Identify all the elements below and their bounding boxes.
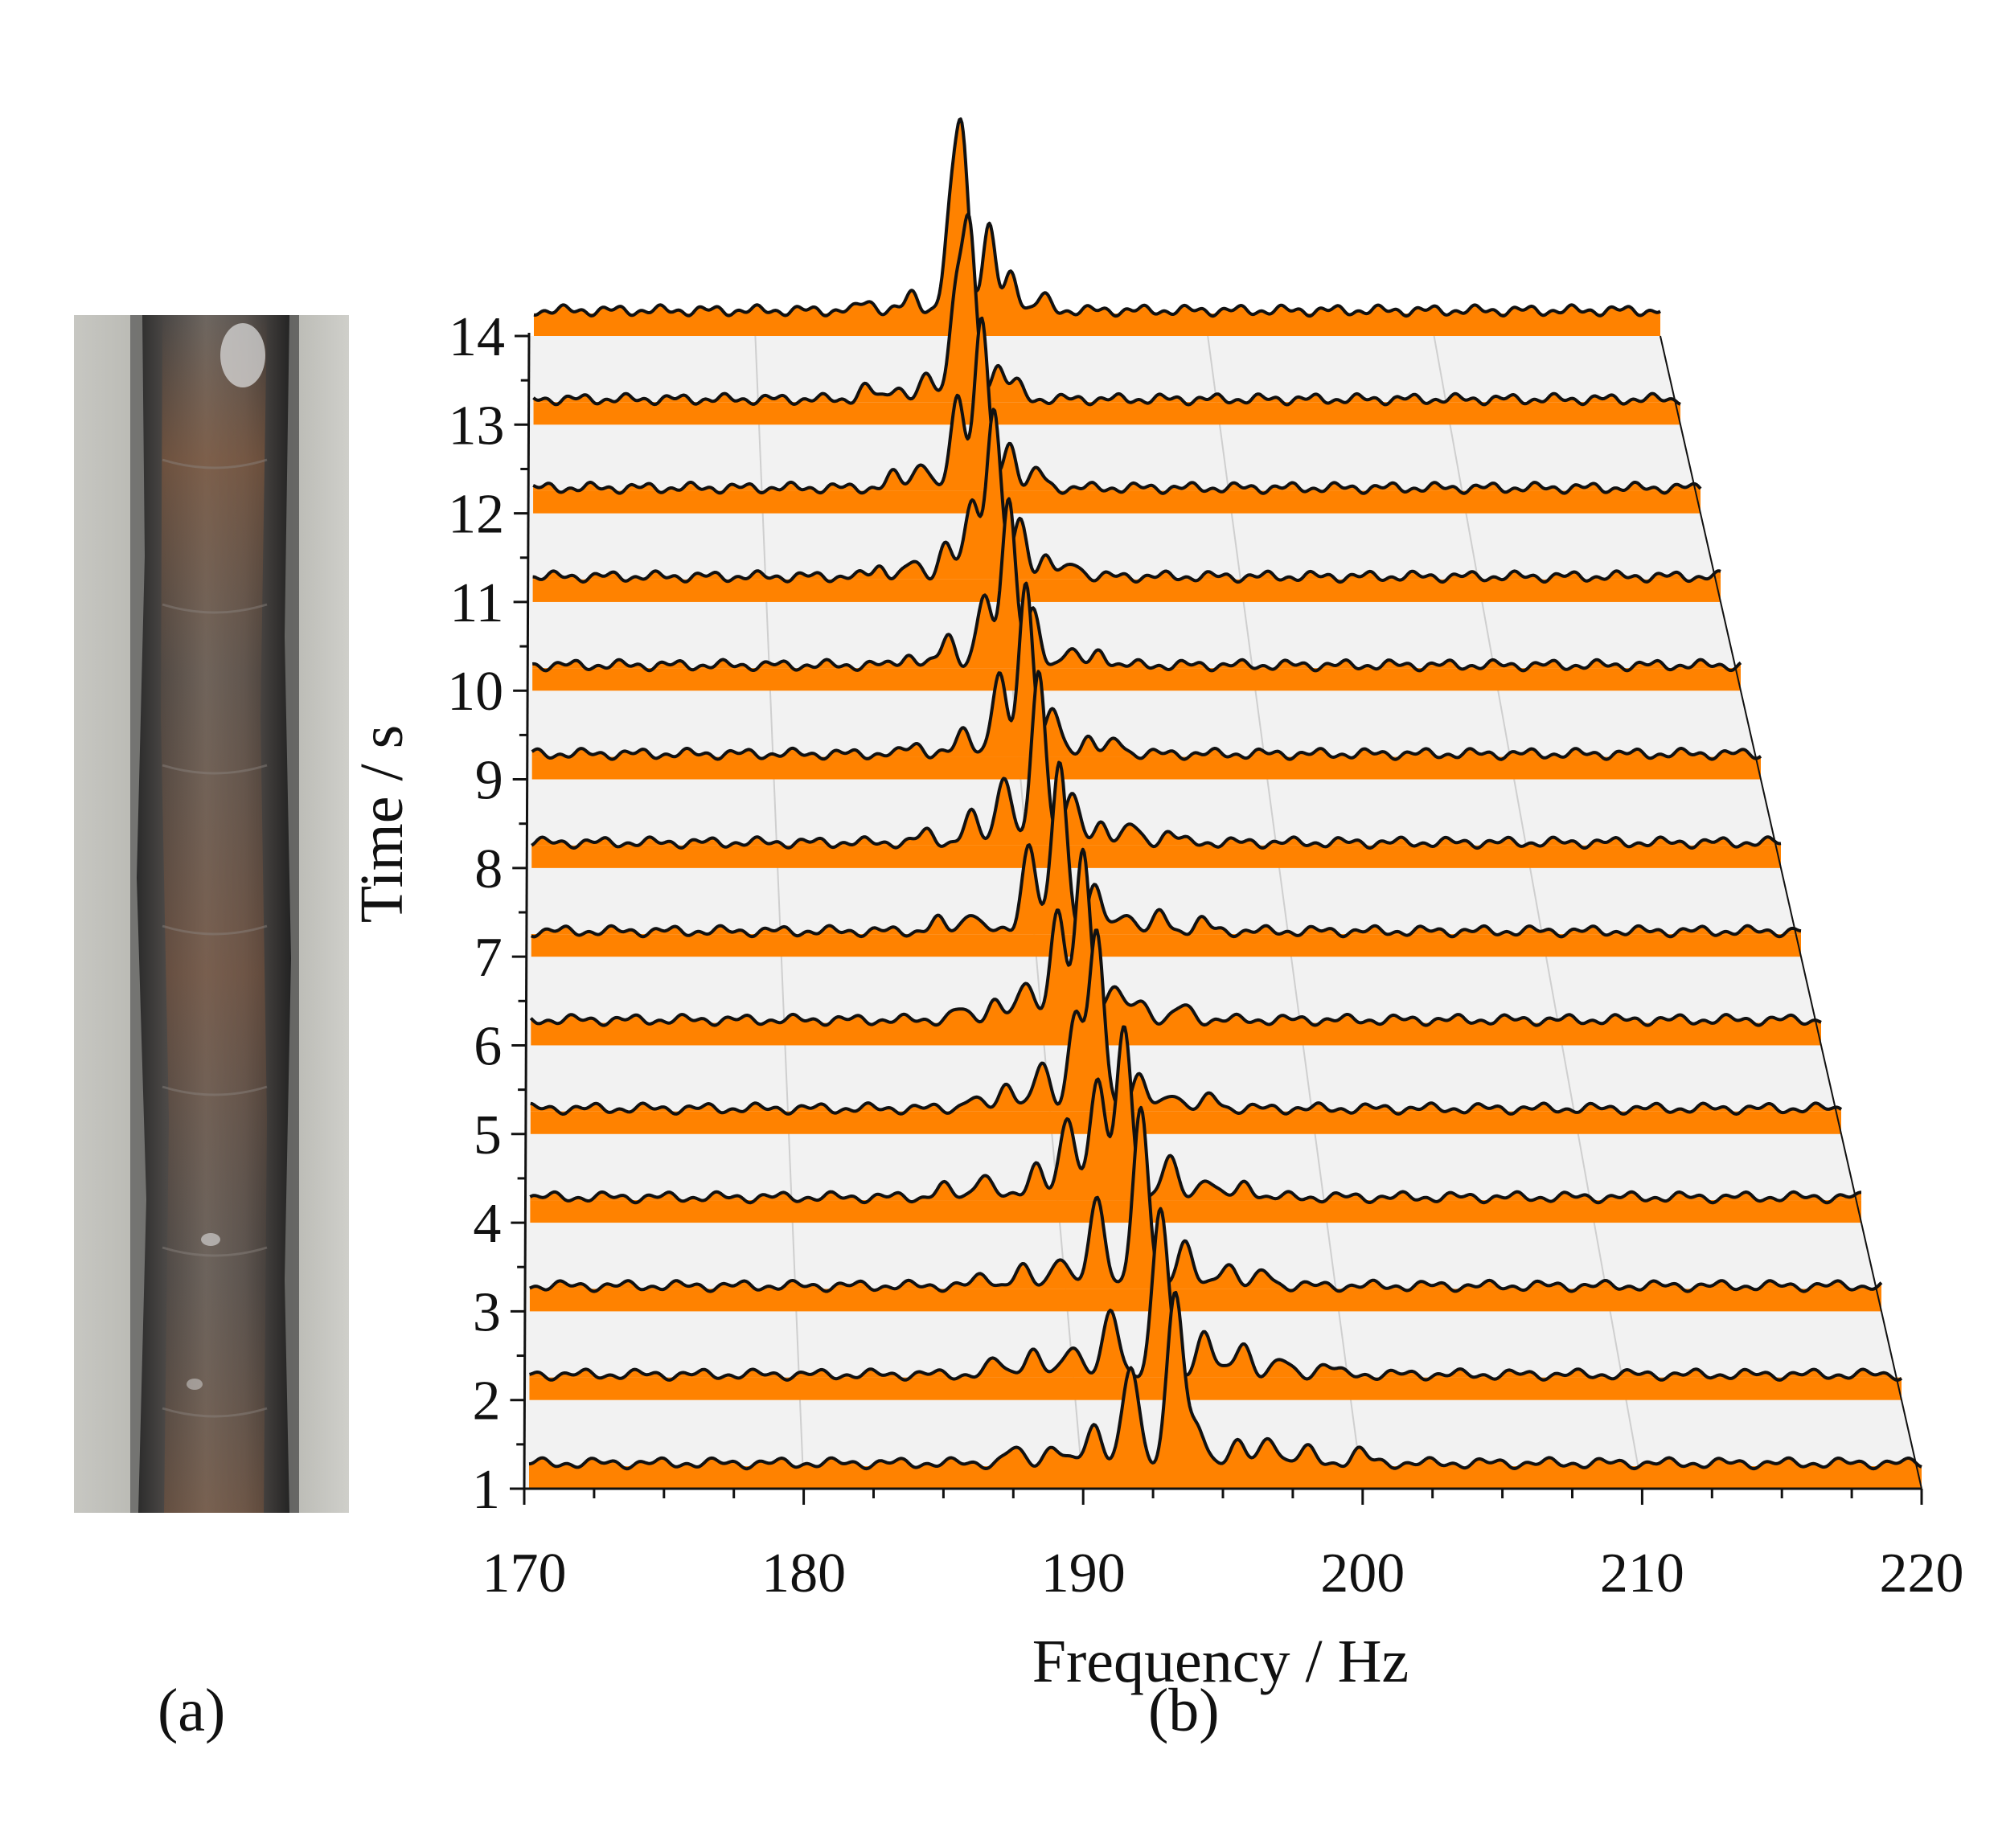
spectrum-series-3 bbox=[529, 1105, 1883, 1312]
spectrum-band bbox=[531, 934, 1801, 957]
spectrum-band bbox=[529, 1466, 1922, 1489]
x-tick-label: 210 bbox=[1600, 1543, 1684, 1604]
spectrum-band bbox=[534, 313, 1660, 336]
y-tick-label: 4 bbox=[473, 1193, 501, 1255]
spectrum-series-12 bbox=[532, 316, 1702, 514]
spectrum-series-14 bbox=[533, 117, 1661, 336]
x-tick-label: 170 bbox=[482, 1543, 567, 1604]
spectrum-series-2 bbox=[529, 1207, 1903, 1400]
spectrum-band bbox=[530, 1200, 1861, 1223]
spectrum-line bbox=[529, 1207, 1903, 1382]
y-tick-label: 6 bbox=[474, 1015, 502, 1077]
depth-edge-line bbox=[1660, 335, 1922, 1489]
y-tick-label: 1 bbox=[472, 1459, 500, 1521]
y-axis-label: Time / s bbox=[348, 725, 416, 923]
x-tick-label: 200 bbox=[1320, 1543, 1405, 1604]
spectrum-series-7 bbox=[530, 760, 1802, 957]
y-tick-label: 12 bbox=[448, 484, 504, 546]
spectrum-line bbox=[531, 670, 1782, 850]
spectrum-series-9 bbox=[531, 581, 1762, 780]
spectrum-band bbox=[529, 1377, 1902, 1400]
spectrum-series-11 bbox=[532, 408, 1721, 602]
spectrum-band bbox=[532, 668, 1742, 691]
spectrum-line bbox=[533, 117, 1661, 318]
spectrum-band bbox=[529, 1289, 1881, 1312]
y-tick-label: 10 bbox=[447, 661, 503, 723]
spectrum-line bbox=[532, 212, 1681, 407]
y-tick-label: 2 bbox=[472, 1371, 500, 1432]
y-tick-label: 7 bbox=[474, 927, 503, 989]
y-tick-label: 3 bbox=[473, 1281, 501, 1343]
y-tick-label: 13 bbox=[449, 395, 505, 457]
x-tick-label: 220 bbox=[1880, 1543, 1964, 1604]
spectrum-line bbox=[531, 497, 1742, 673]
spectrum-band bbox=[531, 845, 1782, 868]
panel-label-b: (b) bbox=[1148, 1677, 1220, 1744]
spectrum-band bbox=[531, 1022, 1822, 1046]
y-axis-line bbox=[523, 332, 531, 1489]
spectrum-line bbox=[528, 1290, 1922, 1471]
spectrum-band bbox=[532, 579, 1721, 602]
spectrum-series-8 bbox=[531, 670, 1782, 868]
spectrum-area bbox=[534, 119, 1660, 317]
spectrum-line bbox=[532, 316, 1702, 495]
spectrum-line bbox=[530, 928, 1843, 1116]
spectrum-band bbox=[530, 1111, 1841, 1134]
spectrum-line bbox=[529, 1105, 1883, 1293]
y-tick-label: 9 bbox=[475, 750, 503, 812]
x-tick-label: 180 bbox=[761, 1543, 846, 1604]
spectrum-band bbox=[531, 756, 1761, 780]
y-tick-label: 5 bbox=[474, 1104, 502, 1166]
spectrum-series-10 bbox=[531, 497, 1742, 691]
y-tick-label: 11 bbox=[449, 572, 503, 634]
y-tick-label: 14 bbox=[449, 306, 505, 368]
spectrum-line bbox=[530, 760, 1802, 939]
spectrum-series-1 bbox=[528, 1290, 1922, 1489]
spectrum-series-4 bbox=[529, 1025, 1862, 1223]
panel-label-a: (a) bbox=[158, 1677, 226, 1744]
spectra-layer bbox=[528, 117, 1922, 1489]
spectrum-line bbox=[531, 581, 1762, 761]
spectrum-series-5 bbox=[530, 928, 1843, 1134]
y-tick-label: 8 bbox=[474, 838, 503, 900]
weld-bead-image bbox=[74, 315, 349, 1513]
spectrum-line bbox=[532, 408, 1721, 584]
spectrum-series-6 bbox=[529, 847, 1822, 1046]
spectrum-series-13 bbox=[532, 212, 1681, 425]
x-tick-label: 190 bbox=[1041, 1543, 1126, 1604]
x-axis-label: Frequency / Hz bbox=[1032, 1628, 1409, 1695]
weld-bead-photo bbox=[74, 315, 349, 1513]
spectrum-band bbox=[533, 490, 1701, 514]
spectrum-line bbox=[529, 847, 1822, 1027]
spectrum-band bbox=[533, 402, 1680, 425]
spectrum-line bbox=[529, 1025, 1862, 1205]
